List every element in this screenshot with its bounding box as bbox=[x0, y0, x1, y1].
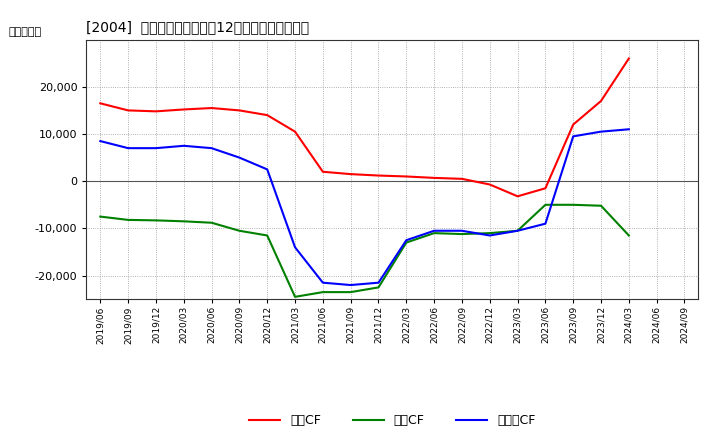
投資CF bbox=[541, 202, 550, 207]
営業CF bbox=[207, 106, 216, 111]
営業CF bbox=[152, 109, 161, 114]
Line: フリーCF: フリーCF bbox=[100, 129, 629, 285]
投資CF bbox=[458, 231, 467, 237]
Legend: 営業CF, 投資CF, フリーCF: 営業CF, 投資CF, フリーCF bbox=[249, 414, 536, 428]
Line: 投資CF: 投資CF bbox=[100, 205, 629, 297]
営業CF bbox=[374, 173, 383, 178]
フリーCF bbox=[402, 238, 410, 243]
フリーCF bbox=[541, 221, 550, 226]
フリーCF bbox=[346, 282, 355, 288]
フリーCF bbox=[485, 233, 494, 238]
フリーCF bbox=[179, 143, 188, 148]
営業CF bbox=[430, 175, 438, 180]
フリーCF bbox=[263, 167, 271, 172]
Text: [2004]  キャッシュフローの12か月移動合計の推移: [2004] キャッシュフローの12か月移動合計の推移 bbox=[86, 20, 310, 34]
フリーCF bbox=[374, 280, 383, 285]
営業CF bbox=[235, 108, 243, 113]
投資CF bbox=[597, 203, 606, 209]
フリーCF bbox=[624, 127, 633, 132]
フリーCF bbox=[569, 134, 577, 139]
投資CF bbox=[318, 290, 327, 295]
営業CF bbox=[346, 172, 355, 177]
投資CF bbox=[263, 233, 271, 238]
Y-axis label: （百万円）: （百万円） bbox=[9, 27, 42, 37]
投資CF bbox=[235, 228, 243, 233]
投資CF bbox=[346, 290, 355, 295]
投資CF bbox=[96, 214, 104, 219]
フリーCF bbox=[318, 280, 327, 285]
投資CF bbox=[152, 218, 161, 223]
営業CF bbox=[569, 122, 577, 127]
フリーCF bbox=[597, 129, 606, 134]
フリーCF bbox=[152, 146, 161, 151]
営業CF bbox=[513, 194, 522, 199]
営業CF bbox=[402, 174, 410, 179]
営業CF bbox=[541, 186, 550, 191]
営業CF bbox=[485, 182, 494, 187]
営業CF bbox=[597, 98, 606, 103]
営業CF bbox=[96, 101, 104, 106]
フリーCF bbox=[291, 245, 300, 250]
投資CF bbox=[291, 294, 300, 300]
フリーCF bbox=[513, 228, 522, 233]
投資CF bbox=[402, 240, 410, 245]
投資CF bbox=[430, 231, 438, 236]
営業CF bbox=[124, 108, 132, 113]
フリーCF bbox=[235, 155, 243, 160]
フリーCF bbox=[458, 228, 467, 233]
投資CF bbox=[624, 233, 633, 238]
営業CF bbox=[318, 169, 327, 174]
営業CF bbox=[291, 129, 300, 134]
フリーCF bbox=[430, 228, 438, 233]
営業CF bbox=[624, 56, 633, 61]
投資CF bbox=[179, 219, 188, 224]
フリーCF bbox=[124, 146, 132, 151]
フリーCF bbox=[96, 139, 104, 144]
投資CF bbox=[374, 285, 383, 290]
営業CF bbox=[179, 107, 188, 112]
営業CF bbox=[458, 176, 467, 181]
投資CF bbox=[513, 228, 522, 233]
フリーCF bbox=[207, 146, 216, 151]
投資CF bbox=[485, 231, 494, 236]
投資CF bbox=[124, 217, 132, 223]
投資CF bbox=[207, 220, 216, 225]
投資CF bbox=[569, 202, 577, 207]
Line: 営業CF: 営業CF bbox=[100, 59, 629, 196]
営業CF bbox=[263, 113, 271, 118]
